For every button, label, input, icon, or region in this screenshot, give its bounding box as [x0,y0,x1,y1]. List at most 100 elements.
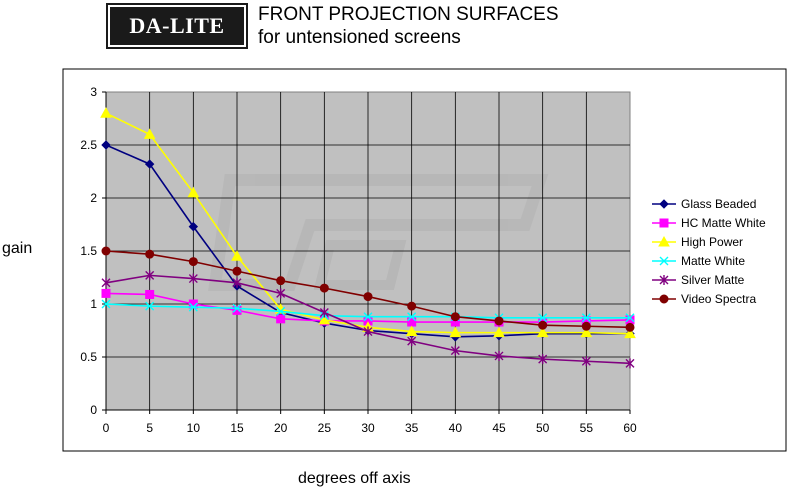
x-tick-label: 45 [492,421,506,435]
data-point [363,326,373,337]
data-point [188,221,199,232]
legend-label: High Power [681,235,743,249]
legend-marker [659,199,669,209]
data-point [318,313,331,325]
data-point [143,128,156,139]
data-point [536,326,549,338]
data-point [101,246,111,256]
data-point [232,305,242,315]
legend-marker [659,218,669,228]
x-tick-label: 50 [536,421,550,435]
data-point [231,250,243,261]
y-axis-label: gain [2,240,33,257]
data-point [232,303,242,313]
legend-item: Matte White [652,254,745,268]
data-point [101,140,111,150]
x-tick-label: 0 [103,421,110,435]
data-point [449,326,462,338]
data-point [407,312,417,322]
watermark-icon [208,174,549,291]
x-tick-label: 30 [361,421,375,435]
x-tick-label: 10 [187,421,201,435]
x-axis-label: degrees off axis [298,470,411,487]
data-point [494,316,504,326]
data-point [101,288,111,298]
data-point [145,249,155,259]
logo-text: DA-LITE [129,13,225,38]
data-point [188,257,198,267]
data-point [538,313,548,323]
data-point [276,306,286,316]
x-tick-label: 5 [146,421,153,435]
data-point [580,326,593,338]
chart-subtitle: for untensioned screens [258,27,461,48]
data-point [625,322,635,332]
y-tick-label: 3 [90,85,97,99]
data-point [276,314,286,324]
da-lite-logo: DA-LITE [106,3,248,49]
x-tick-label: 40 [449,421,463,435]
legend-marker [659,275,669,285]
legend-label: HC Matte White [681,216,766,230]
legend-item: Glass Beaded [652,197,756,211]
legend-label: Video Spectra [681,292,756,306]
legend-item: Video Spectra [652,292,756,306]
data-point [581,313,591,323]
data-point [407,336,417,347]
data-point [276,288,286,299]
y-tick-label: 0.5 [80,350,97,364]
x-tick-label: 35 [405,421,419,435]
data-point [145,270,155,281]
data-point [187,186,200,198]
x-tick-label: 15 [230,421,244,435]
legend-label: Glass Beaded [681,197,756,211]
data-point [144,159,155,169]
data-point [363,292,373,302]
x-tick-label: 55 [580,421,594,435]
y-tick-label: 0 [90,403,97,417]
data-point [407,301,417,311]
data-point [188,273,198,284]
x-tick-label: 60 [623,421,637,435]
data-point [319,307,329,318]
y-tick-label: 2 [90,191,97,205]
legend-item: HC Matte White [652,216,766,230]
data-point [581,356,591,367]
series-silver-matte [101,270,635,369]
x-tick-label: 25 [318,421,332,435]
legend-label: Silver Matte [681,273,745,287]
y-tick-label: 1.5 [80,244,97,258]
data-point [232,277,242,288]
data-point [581,321,591,331]
data-point [625,313,635,323]
data-point [450,345,460,356]
series-video-spectra [101,246,635,332]
data-point [493,326,505,338]
data-point [319,283,329,293]
data-point [100,107,112,118]
data-point [188,302,198,312]
data-point [538,320,548,330]
data-point [101,299,111,309]
legend-marker [659,294,669,304]
legend-item: High Power [652,235,743,249]
legend-item: Silver Matte [652,273,745,287]
chart-title: FRONT PROJECTION SURFACES [258,4,559,25]
data-point [450,312,460,322]
data-point [625,358,635,369]
data-point [145,289,155,299]
data-point [276,276,286,286]
x-tick-label: 20 [274,421,288,435]
y-tick-label: 1 [90,297,97,311]
data-point [494,350,504,361]
data-point [363,312,373,322]
legend-marker [659,256,669,266]
data-point [405,325,418,337]
data-point [232,266,242,276]
legend-marker [658,235,670,247]
data-point [145,301,155,311]
legend-label: Matte White [681,254,745,268]
data-point [101,277,111,288]
data-point [538,354,548,365]
